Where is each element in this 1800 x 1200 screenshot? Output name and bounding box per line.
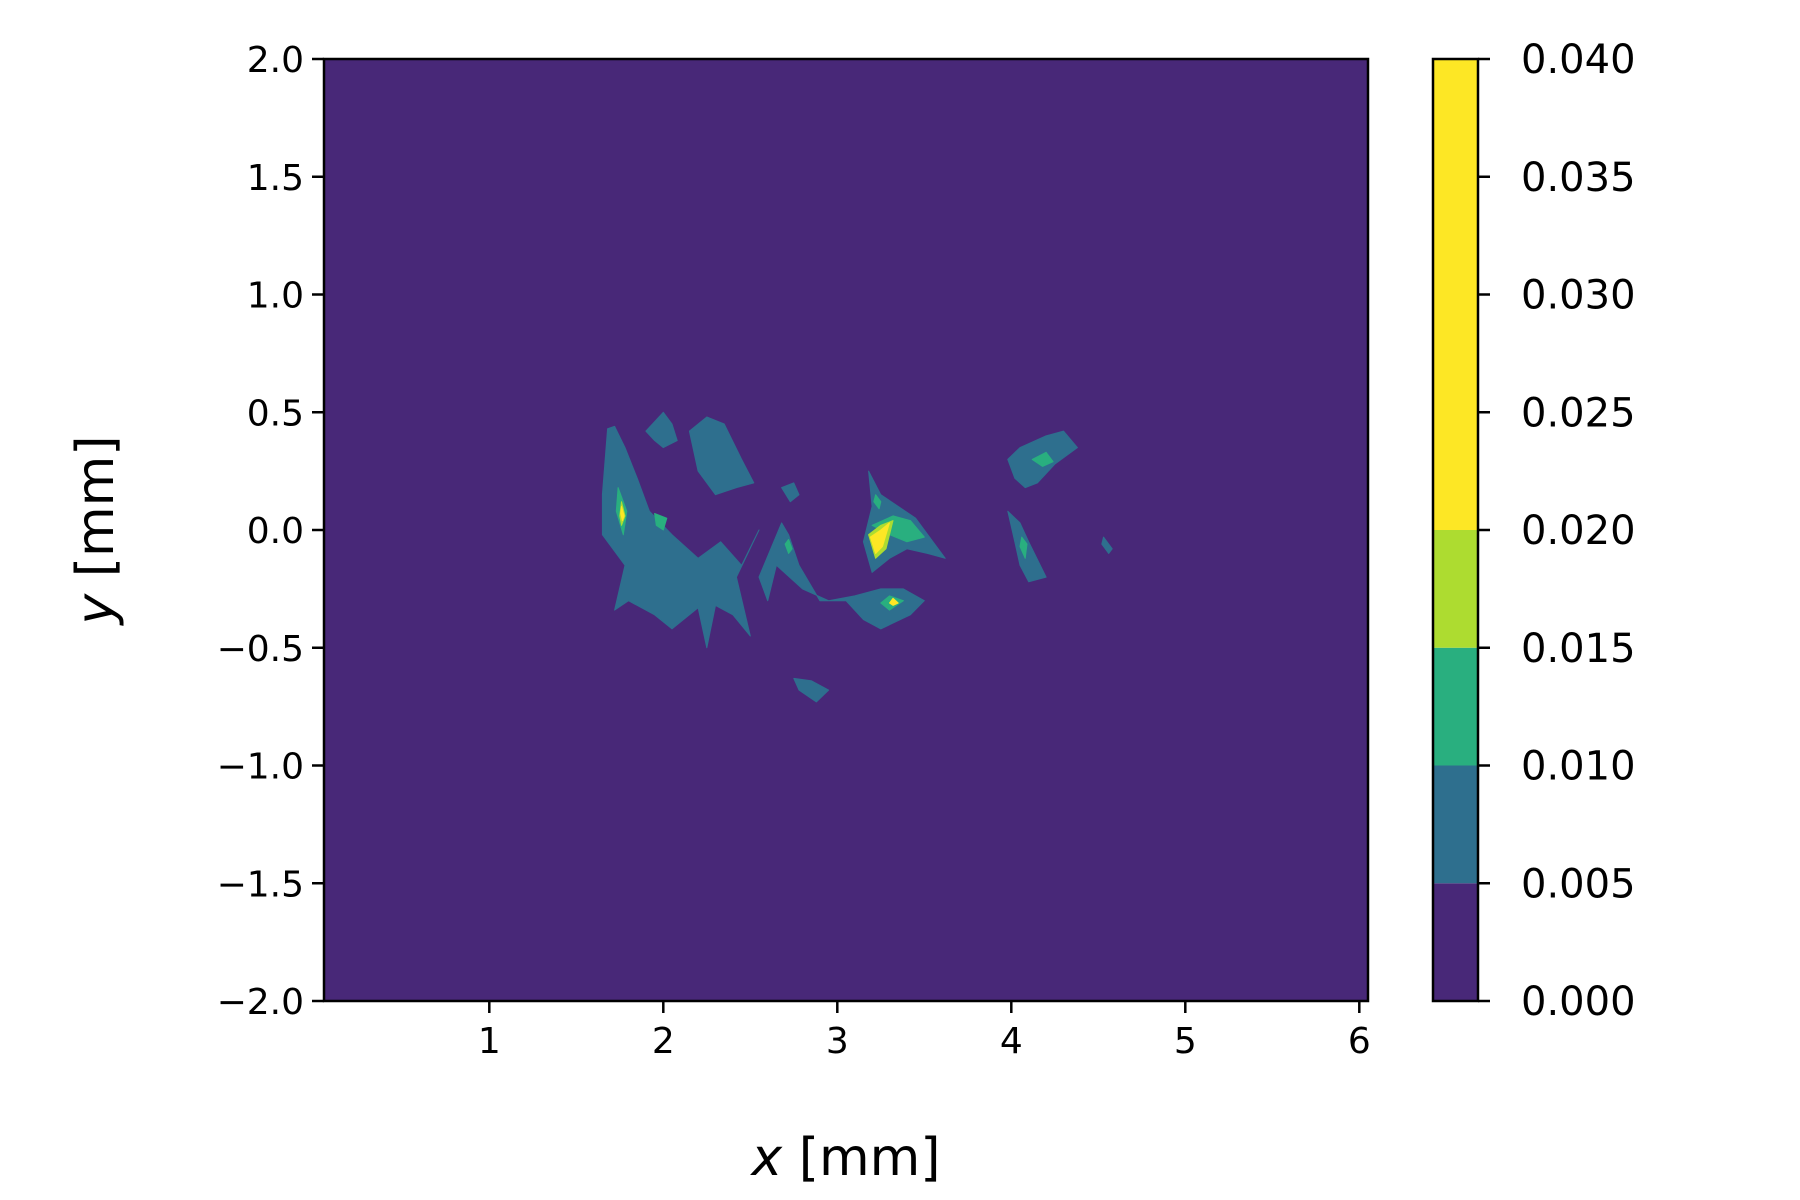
colorbar-segment xyxy=(1433,59,1478,530)
x-tick-label: 4 xyxy=(1000,1021,1023,1062)
y-axis: 2.0 1.5 1.0 0.5 0.0 −0.5 −1.0 −1.5 −2.0 xyxy=(217,40,324,1023)
x-tick-label: 5 xyxy=(1174,1021,1197,1062)
contour-region-level-2 xyxy=(654,513,668,531)
contour-region-level-1 xyxy=(645,411,678,449)
colorbar-tick-label: 0.030 xyxy=(1521,273,1636,319)
y-axis-label: y [mm] xyxy=(66,435,126,626)
y-tick-label: 1.5 xyxy=(247,158,304,199)
x-axis-label: x [mm] xyxy=(749,1128,940,1188)
plot-area xyxy=(322,57,1370,1003)
y-tick-label: −1.5 xyxy=(217,864,304,905)
plot-background xyxy=(324,59,1368,1001)
y-tick-label: 2.0 xyxy=(247,40,304,81)
colorbar-segment xyxy=(1433,530,1478,648)
y-axis-label-var: y xyxy=(66,593,126,627)
colorbar-tick-label: 0.035 xyxy=(1521,155,1636,201)
contour-region-level-1 xyxy=(793,677,830,703)
contour-region-level-4 xyxy=(889,597,899,606)
colorbar-segment xyxy=(1433,765,1478,884)
contour-region-level-2 xyxy=(873,494,882,510)
x-axis-label-var: x xyxy=(749,1128,783,1188)
y-tick-label: −2.0 xyxy=(217,982,304,1023)
contour-region-level-1 xyxy=(781,482,800,503)
contour-region-level-4 xyxy=(620,505,625,522)
x-tick-label: 6 xyxy=(1348,1021,1371,1062)
colorbar-tick-label: 0.040 xyxy=(1521,37,1636,83)
contour-region-level-1 xyxy=(688,416,755,496)
x-tick-label: 3 xyxy=(826,1021,849,1062)
contour-region-level-1 xyxy=(601,425,760,649)
contour-region-level-1 xyxy=(1101,536,1113,554)
colorbar-segment xyxy=(1433,647,1478,766)
colorbar-tick-label: 0.010 xyxy=(1521,744,1636,790)
colorbar-tick-label: 0.005 xyxy=(1521,861,1636,907)
x-tick-label: 1 xyxy=(478,1021,501,1062)
y-axis-label-unit: [mm] xyxy=(66,435,126,593)
contour-region-level-4 xyxy=(869,522,890,554)
y-tick-label: 1.0 xyxy=(247,276,304,317)
colorbar-tick-label: 0.025 xyxy=(1521,390,1636,436)
colorbar: 0.000 0.005 0.010 0.015 0.020 0.025 0.030 0.035… xyxy=(1431,37,1636,1025)
y-tick-label: −1.0 xyxy=(217,747,304,788)
colorbar-tick-label: 0.015 xyxy=(1521,626,1636,672)
colorbar-segment xyxy=(1433,883,1478,1001)
contour-region-level-2 xyxy=(1019,536,1028,559)
x-tick-label: 2 xyxy=(652,1021,675,1062)
x-axis: 1 2 3 4 5 6 xyxy=(478,1001,1371,1062)
contour-region-level-2 xyxy=(1031,451,1054,467)
contour-regions xyxy=(601,411,1113,703)
colorbar-tick-label: 0.000 xyxy=(1521,979,1636,1025)
y-tick-label: 0.0 xyxy=(247,511,304,552)
y-tick-label: 0.5 xyxy=(247,393,304,434)
x-axis-label-unit: [mm] xyxy=(782,1128,940,1188)
colorbar-tick-label: 0.020 xyxy=(1521,508,1636,554)
contour-region-level-2 xyxy=(784,538,793,554)
y-tick-label: −0.5 xyxy=(217,629,304,670)
